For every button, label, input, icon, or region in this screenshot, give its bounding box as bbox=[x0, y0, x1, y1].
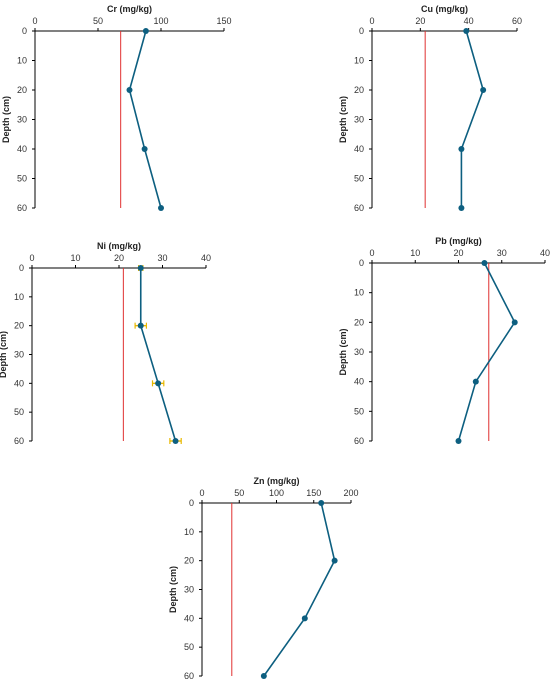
x-tick-label: 20 bbox=[415, 16, 425, 26]
x-tick-label: 0 bbox=[369, 248, 374, 258]
series-line bbox=[263, 502, 336, 677]
x-tick-label: 0 bbox=[199, 488, 204, 498]
y-tick-label: 20 bbox=[184, 556, 194, 566]
data-point bbox=[137, 265, 144, 271]
y-tick-label: 0 bbox=[189, 498, 194, 508]
y-tick-label: 30 bbox=[354, 115, 364, 125]
y-tick-label: 60 bbox=[17, 203, 27, 213]
chart-title: Zn (mg/kg) bbox=[254, 476, 300, 486]
data-point bbox=[318, 500, 325, 506]
x-tick-label: 20 bbox=[453, 248, 463, 258]
data-point bbox=[480, 87, 487, 93]
series-line bbox=[460, 30, 485, 208]
y-tick-label: 30 bbox=[17, 115, 27, 125]
y-axis-label: Depth (cm) bbox=[338, 328, 348, 375]
y-tick-label: 60 bbox=[184, 671, 194, 679]
y-tick-label: 20 bbox=[354, 317, 364, 327]
y-tick-label: 40 bbox=[184, 613, 194, 623]
y-tick-label: 40 bbox=[17, 144, 27, 154]
y-tick-label: 40 bbox=[354, 144, 364, 154]
data-point bbox=[481, 260, 488, 266]
x-tick-label: 40 bbox=[464, 16, 474, 26]
data-point bbox=[455, 438, 462, 444]
y-tick-label: 40 bbox=[14, 378, 24, 388]
y-tick-label: 20 bbox=[17, 85, 27, 95]
chart-title: Pb (mg/kg) bbox=[435, 236, 482, 246]
data-point bbox=[458, 146, 465, 152]
x-tick-label: 150 bbox=[216, 16, 231, 26]
data-point bbox=[142, 28, 149, 34]
y-tick-label: 0 bbox=[22, 26, 27, 36]
x-tick-label: 30 bbox=[157, 253, 167, 263]
x-tick-label: 200 bbox=[343, 488, 358, 498]
data-point bbox=[458, 205, 465, 211]
y-axis-label: Depth (cm) bbox=[338, 96, 348, 143]
x-tick-label: 20 bbox=[114, 253, 124, 263]
y-tick-label: 0 bbox=[19, 263, 24, 273]
y-tick-label: 30 bbox=[14, 350, 24, 360]
y-tick-label: 30 bbox=[354, 347, 364, 357]
series-line bbox=[457, 262, 516, 442]
x-tick-label: 40 bbox=[540, 248, 550, 258]
chart-title: Ni (mg/kg) bbox=[97, 241, 141, 251]
x-tick-label: 10 bbox=[70, 253, 80, 263]
x-tick-label: 100 bbox=[153, 16, 168, 26]
y-axis-label: Depth (cm) bbox=[168, 566, 178, 613]
data-point bbox=[158, 205, 164, 211]
x-tick-label: 60 bbox=[512, 16, 522, 26]
x-tick-label: 100 bbox=[269, 488, 284, 498]
y-tick-label: 20 bbox=[354, 85, 364, 95]
y-tick-label: 10 bbox=[184, 527, 194, 537]
data-point bbox=[472, 378, 479, 385]
data-point bbox=[301, 615, 308, 622]
data-point bbox=[511, 319, 518, 326]
y-tick-label: 50 bbox=[354, 174, 364, 184]
x-tick-label: 10 bbox=[410, 248, 420, 258]
y-tick-label: 0 bbox=[359, 258, 364, 268]
x-tick-label: 50 bbox=[234, 488, 244, 498]
y-tick-label: 10 bbox=[354, 288, 364, 298]
x-tick-label: 0 bbox=[32, 16, 37, 26]
data-point bbox=[463, 28, 470, 34]
chart-title: Cr (mg/kg) bbox=[107, 4, 152, 14]
y-tick-label: 50 bbox=[14, 407, 24, 417]
y-tick-label: 10 bbox=[354, 56, 364, 66]
y-tick-label: 50 bbox=[354, 406, 364, 416]
y-tick-label: 10 bbox=[14, 292, 24, 302]
chart-title: Cu (mg/kg) bbox=[421, 4, 468, 14]
x-tick-label: 40 bbox=[201, 253, 211, 263]
data-point bbox=[141, 146, 148, 152]
y-tick-label: 50 bbox=[17, 174, 27, 184]
data-point bbox=[172, 438, 179, 444]
data-point bbox=[137, 322, 144, 329]
x-tick-label: 150 bbox=[306, 488, 321, 498]
data-point bbox=[155, 380, 162, 387]
y-tick-label: 40 bbox=[354, 377, 364, 387]
y-tick-label: 50 bbox=[184, 642, 194, 652]
data-point bbox=[260, 673, 267, 679]
y-tick-label: 10 bbox=[17, 56, 27, 66]
y-tick-label: 20 bbox=[14, 321, 24, 331]
data-point bbox=[126, 87, 133, 93]
x-tick-label: 0 bbox=[29, 253, 34, 263]
y-tick-label: 60 bbox=[14, 436, 24, 446]
series-line bbox=[128, 30, 162, 209]
series-line bbox=[139, 268, 177, 442]
y-tick-label: 0 bbox=[359, 26, 364, 36]
x-tick-label: 50 bbox=[93, 16, 103, 26]
x-tick-label: 30 bbox=[497, 248, 507, 258]
y-tick-label: 60 bbox=[354, 203, 364, 213]
y-tick-label: 30 bbox=[184, 585, 194, 595]
data-point bbox=[331, 557, 338, 564]
y-axis-label: Depth (cm) bbox=[0, 331, 8, 378]
y-axis-label: Depth (cm) bbox=[1, 96, 11, 143]
y-tick-label: 60 bbox=[354, 436, 364, 446]
x-tick-label: 0 bbox=[369, 16, 374, 26]
